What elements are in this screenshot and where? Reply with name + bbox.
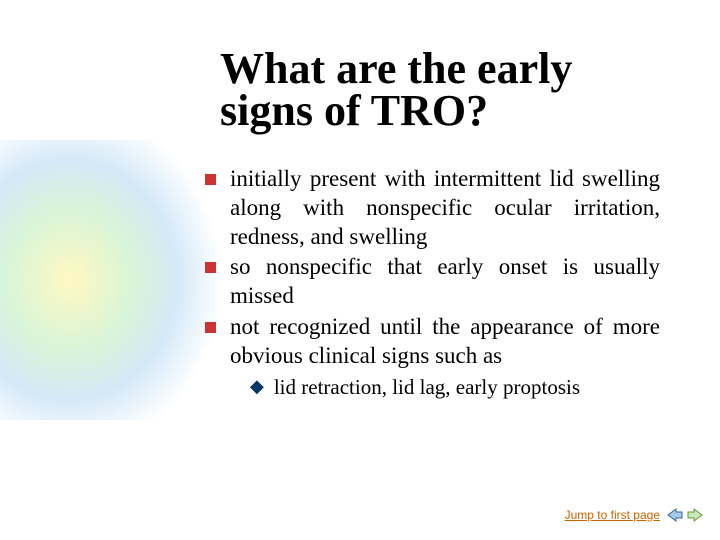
square-bullet-icon — [205, 174, 216, 185]
prev-arrow-icon[interactable] — [666, 506, 684, 524]
bullet-text: so nonspecific that early onset is usual… — [230, 253, 660, 311]
nav-arrows — [666, 506, 704, 524]
bullet-text: initially present with intermittent lid … — [230, 165, 660, 251]
diamond-bullet-icon: ◆ — [250, 376, 264, 400]
bullet-text: not recognized until the appearance of m… — [230, 313, 660, 371]
content-area: initially present with intermittent lid … — [230, 165, 660, 401]
title-line-2: signs of TRO? — [220, 86, 488, 135]
footer: Jump to first page — [565, 506, 704, 524]
list-item: not recognized until the appearance of m… — [230, 313, 660, 371]
square-bullet-icon — [205, 322, 216, 333]
list-item: initially present with intermittent lid … — [230, 165, 660, 251]
square-bullet-icon — [205, 262, 216, 273]
sub-list-item: ◆ lid retraction, lid lag, early proptos… — [250, 374, 660, 400]
next-arrow-icon[interactable] — [686, 506, 704, 524]
background-gradient — [0, 140, 230, 420]
jump-to-first-link[interactable]: Jump to first page — [565, 508, 660, 522]
list-item: so nonspecific that early onset is usual… — [230, 253, 660, 311]
page-title: What are the early signs of TRO? — [220, 48, 572, 132]
sub-bullet-text: lid retraction, lid lag, early proptosis — [274, 374, 580, 400]
